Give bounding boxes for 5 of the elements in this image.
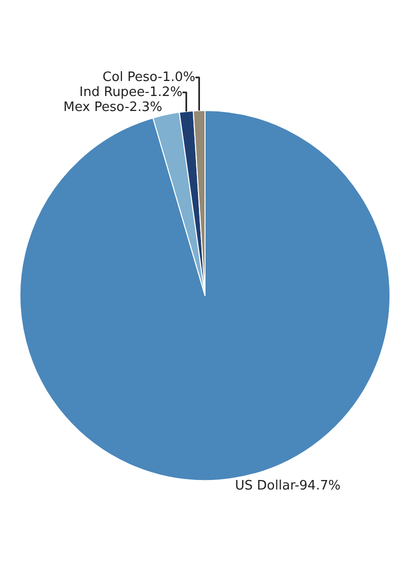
pie-slice	[20, 110, 390, 481]
slice-label: US Dollar-94.7%	[235, 478, 341, 494]
slice-label: Ind Rupee-1.2%	[79, 84, 183, 100]
slice-label: Mex Peso-2.3%	[63, 100, 162, 115]
slice-label: Col Peso-1.0%	[102, 70, 196, 85]
